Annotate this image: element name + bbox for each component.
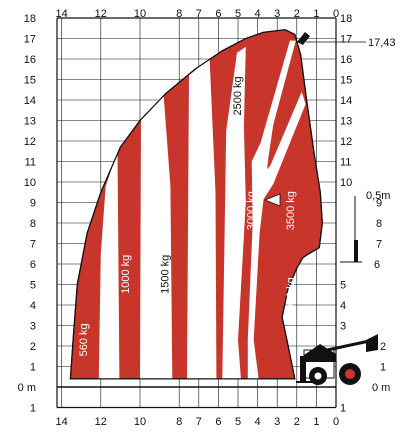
y-tick-label-right: 14 (340, 95, 352, 107)
y-tick-label-left: 6 (30, 259, 36, 271)
y-tick-label-right: 2 (380, 341, 386, 353)
max-height-annotation: 17,43 (368, 37, 396, 49)
tick-labels: 1414121210108877665544332211001817161514… (18, 8, 391, 428)
x-tick-label-top: 5 (235, 8, 241, 20)
x-tick-label-top: 1 (313, 8, 319, 20)
y-tick-label-right: 10 (340, 177, 352, 189)
y-tick-label-left: 13 (24, 116, 36, 128)
y-tick-label-left: 3 (30, 321, 36, 333)
y-tick-label-left: 2 (30, 341, 36, 353)
y-tick-label-left: 16 (24, 54, 36, 66)
machine-head (366, 334, 378, 352)
y-tick-label-left: 9 (30, 198, 36, 210)
y-tick-label-right: 6 (374, 259, 380, 271)
offset-bracket-bar (354, 240, 358, 262)
x-tick-label-bottom: 2 (294, 416, 300, 428)
y-tick-label-right: 1 (340, 403, 346, 415)
y-tick-label-left: 12 (24, 136, 36, 148)
x-tick-label-bottom: 10 (134, 416, 146, 428)
x-tick-label-bottom: 8 (176, 416, 182, 428)
y-tick-label-right: 17 (340, 34, 352, 46)
y-tick-label-right: 0 m (372, 382, 390, 394)
zone-separator-band (140, 93, 173, 379)
x-tick-label-top: 10 (134, 8, 146, 20)
y-tick-label-left: 1 (30, 403, 36, 415)
x-tick-label-bottom: 1 (313, 416, 319, 428)
load-zones: 560 kg 750 kg 1000 kg 1500 kg 2000 kg 2500 kg… (69, 29, 323, 380)
y-tick-label-right: 4 (340, 300, 346, 312)
load-zone-label: 3000 kg (246, 191, 258, 230)
x-tick-label-bottom: 7 (196, 416, 202, 428)
y-tick-label-left: 11 (25, 157, 36, 169)
y-tick-label-right: 9 (376, 198, 382, 210)
y-tick-label-right: 7 (376, 239, 382, 251)
x-tick-label-bottom: 12 (95, 416, 107, 428)
load-zone-label: 4000 kg (285, 277, 297, 316)
y-tick-label-left: 0 m (18, 382, 36, 394)
x-tick-label-top: 6 (215, 8, 221, 20)
x-tick-label-top: 2 (294, 8, 300, 20)
zone-separator-band (222, 46, 246, 379)
y-tick-label-right: 11 (340, 157, 351, 169)
zone-separator-band (251, 91, 306, 209)
x-tick-label-bottom: 14 (55, 416, 67, 428)
machine-fork (300, 356, 306, 382)
x-tick-label-bottom: 5 (235, 416, 241, 428)
load-zone-label: 750 kg (100, 317, 112, 350)
y-tick-label-left: 15 (24, 75, 36, 87)
y-tick-label-right: 1 (380, 362, 386, 374)
y-tick-label-right: 18 (340, 13, 352, 25)
load-envelope-outline (69, 29, 323, 380)
y-tick-label-right: 8 (376, 218, 382, 230)
machine-hub-front (345, 369, 355, 379)
x-tick-label-top: 14 (55, 8, 67, 20)
bucket-peak-icon (297, 32, 310, 45)
y-tick-label-left: 18 (24, 13, 36, 25)
telehandler-icon (296, 32, 378, 385)
boom-pointer-icon (263, 193, 281, 207)
annotations: 17,43 0,5m (366, 37, 396, 202)
y-tick-label-right: 15 (340, 75, 352, 87)
load-zone-label: 2000 kg (190, 267, 202, 306)
x-tick-label-top: 12 (95, 8, 107, 20)
y-tick-label-right: 12 (340, 136, 352, 148)
y-tick-label-left: 8 (30, 218, 36, 230)
y-tick-label-right: 3 (340, 321, 346, 333)
x-tick-label-top: 8 (176, 8, 182, 20)
machine-boom (317, 338, 375, 354)
load-zone-label: 1000 kg (120, 255, 132, 294)
x-tick-label-bottom: 6 (215, 416, 221, 428)
x-tick-label-top: 0 (333, 8, 339, 20)
x-tick-label-top: 3 (274, 8, 280, 20)
y-tick-label-left: 4 (30, 300, 36, 312)
zone-separator-band (98, 151, 120, 379)
load-zone-label: 3500 kg (285, 191, 297, 230)
y-tick-label-left: 14 (24, 95, 36, 107)
machine-hub-rear (314, 372, 322, 380)
y-tick-label-left: 17 (24, 34, 36, 46)
zone-separator-band (247, 40, 296, 379)
x-tick-label-top: 4 (255, 8, 261, 20)
x-tick-label-top: 7 (196, 8, 202, 20)
y-tick-label-left: 1 (30, 362, 36, 374)
load-zone-label: 560 kg (78, 323, 90, 356)
y-tick-label-left: 10 (24, 177, 36, 189)
x-tick-label-bottom: 3 (274, 416, 280, 428)
x-tick-label-bottom: 0 (333, 416, 339, 428)
axes (56, 17, 337, 409)
y-tick-label-right: 16 (340, 54, 352, 66)
offset-annotation: 0,5m (366, 190, 390, 202)
y-tick-label-left: 5 (30, 280, 36, 292)
y-tick-label-right: 13 (340, 116, 352, 128)
x-tick-label-bottom: 4 (255, 416, 261, 428)
y-tick-label-right: 5 (340, 280, 346, 292)
load-zone-label: 2500 kg (232, 76, 244, 115)
y-tick-label-left: 7 (30, 239, 36, 251)
load-zone-label: 1500 kg (159, 255, 171, 294)
zone-separator-band (187, 59, 217, 379)
